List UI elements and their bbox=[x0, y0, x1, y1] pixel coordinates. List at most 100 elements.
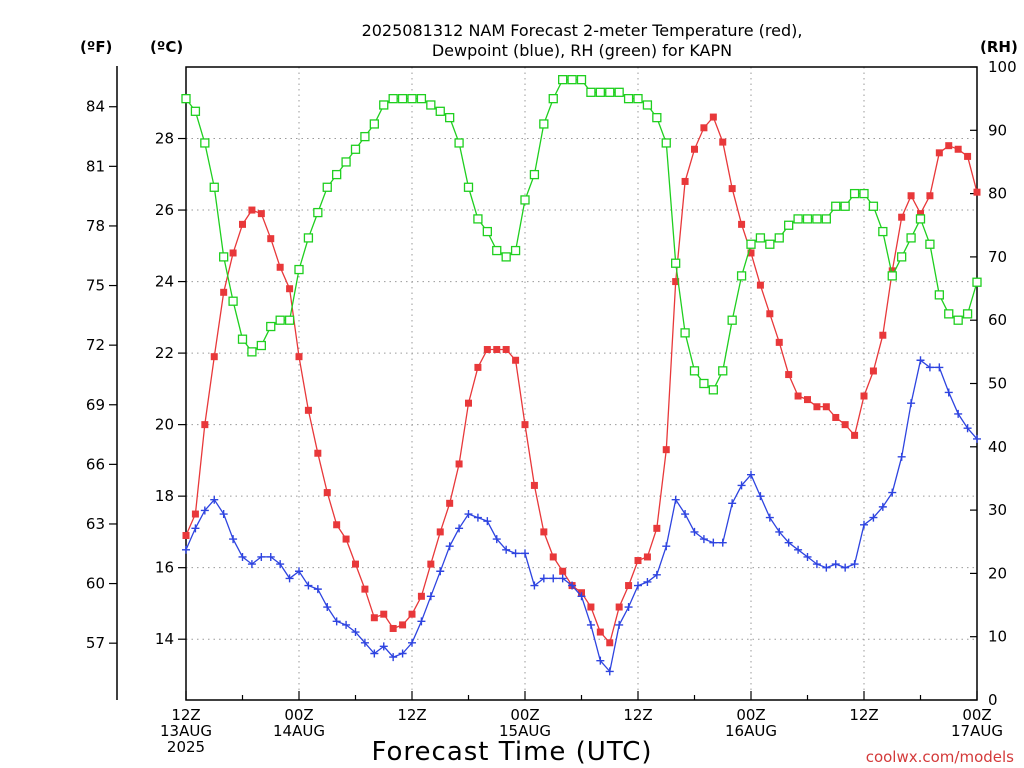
rh-point bbox=[633, 94, 643, 104]
dewpoint-point bbox=[699, 535, 708, 544]
dewpoint-point bbox=[963, 424, 972, 433]
temperature-point bbox=[304, 406, 312, 414]
temperature-point bbox=[672, 278, 680, 286]
rh-tick-label: 80 bbox=[988, 185, 1007, 203]
rh-point bbox=[463, 182, 474, 192]
x-tick-label: 14AUG bbox=[273, 722, 325, 740]
rh-point bbox=[219, 252, 229, 262]
temperature-point bbox=[559, 567, 567, 575]
rh-point bbox=[736, 271, 747, 281]
rh-point bbox=[228, 296, 238, 306]
rh-axis: 0 10 20 30 40 50 60 70 80 90 100 bbox=[970, 58, 1017, 709]
temperature-point bbox=[822, 403, 830, 411]
series bbox=[181, 75, 982, 676]
temperature-point bbox=[785, 371, 793, 379]
plot-frame bbox=[185, 66, 978, 701]
rh-point bbox=[426, 100, 436, 110]
temperature-point bbox=[455, 460, 463, 468]
dewpoint-point bbox=[586, 620, 595, 629]
dewpoint-point bbox=[605, 667, 614, 676]
temperature-point bbox=[267, 235, 275, 243]
rh-point bbox=[661, 138, 671, 148]
f-tick-label: 69 bbox=[86, 396, 105, 414]
rh-point bbox=[266, 321, 276, 332]
x-tick-label: 00Z bbox=[736, 706, 765, 724]
temperature-point bbox=[201, 421, 209, 429]
dewpoint-point bbox=[182, 545, 190, 554]
temperature-point bbox=[945, 142, 953, 150]
dewpoint-point bbox=[521, 549, 529, 558]
c-tick-label: 24 bbox=[155, 273, 174, 291]
dewpoint-point bbox=[568, 581, 577, 590]
dewpoint-point bbox=[219, 510, 228, 519]
temperature-point bbox=[964, 152, 972, 160]
dewpoint-point bbox=[671, 495, 680, 504]
rh-point bbox=[689, 366, 700, 376]
dewpoint-point bbox=[313, 585, 322, 594]
dewpoint-point bbox=[652, 570, 661, 579]
temperature-point bbox=[728, 185, 736, 193]
dewpoint-point bbox=[257, 552, 266, 561]
rh-point bbox=[407, 94, 417, 104]
dewpoint-point bbox=[464, 510, 473, 519]
f-tick-label: 60 bbox=[86, 575, 105, 593]
temperature-point bbox=[540, 528, 548, 536]
temperature-point bbox=[239, 220, 246, 228]
rh-point bbox=[360, 131, 370, 142]
temperature-point bbox=[813, 403, 821, 411]
dewpoint-point bbox=[954, 409, 963, 418]
temperature-point bbox=[286, 285, 294, 293]
rh-point bbox=[200, 138, 210, 148]
temperature-point bbox=[869, 367, 877, 375]
x-tick-label: 12Z bbox=[397, 706, 426, 724]
dewpoint-point bbox=[558, 574, 567, 583]
celsius-axis: 14 16 18 20 22 24 26 28 bbox=[155, 130, 186, 648]
dewpoint-point bbox=[822, 563, 831, 572]
dewpoint-point bbox=[850, 560, 859, 569]
temperature-point bbox=[417, 592, 425, 600]
dewpoint-point bbox=[436, 567, 445, 576]
dewpoint-point bbox=[351, 628, 360, 637]
temperature-point bbox=[804, 396, 811, 404]
dewpoint-point bbox=[860, 520, 868, 529]
dewpoint-point bbox=[596, 656, 605, 665]
temperature-point bbox=[323, 489, 331, 497]
rh-point bbox=[708, 385, 718, 395]
rh-point bbox=[972, 277, 982, 287]
rh-point bbox=[746, 239, 756, 249]
dewpoint-point bbox=[342, 620, 351, 629]
gridlines bbox=[186, 67, 977, 700]
rh-point bbox=[868, 201, 879, 211]
temperature-point bbox=[907, 192, 915, 200]
dewpoint-point bbox=[728, 499, 737, 508]
temperature-point bbox=[549, 553, 557, 561]
dewpoint-point bbox=[897, 452, 906, 461]
temperature-point bbox=[851, 431, 859, 439]
dewpoint-point bbox=[615, 620, 624, 629]
rh-point bbox=[247, 347, 257, 357]
temperature-point bbox=[634, 557, 642, 565]
dewpoint-point bbox=[784, 538, 793, 547]
temperature-point bbox=[917, 210, 924, 218]
credit-label: coolwx.com/models bbox=[866, 748, 1014, 766]
temperature-point bbox=[766, 310, 774, 318]
temperature-point bbox=[314, 449, 322, 457]
rh-point bbox=[369, 119, 379, 129]
temperature-point bbox=[606, 639, 614, 647]
dewpoint-point bbox=[247, 560, 256, 569]
rh-point bbox=[925, 239, 935, 249]
rh-point bbox=[341, 157, 351, 167]
rh-point bbox=[237, 334, 248, 344]
temperature-point bbox=[361, 585, 369, 593]
temperature-point bbox=[191, 510, 199, 518]
dewpoint-line bbox=[185, 359, 978, 673]
dewpoint-point bbox=[492, 535, 501, 544]
x-tick-label: 13AUG bbox=[160, 722, 212, 740]
rh-point bbox=[915, 214, 926, 224]
dewpoint-point bbox=[577, 592, 586, 601]
rh-point bbox=[501, 252, 511, 262]
rh-point bbox=[595, 87, 605, 97]
dewpoint-point bbox=[878, 502, 887, 511]
rh-point bbox=[887, 271, 897, 281]
